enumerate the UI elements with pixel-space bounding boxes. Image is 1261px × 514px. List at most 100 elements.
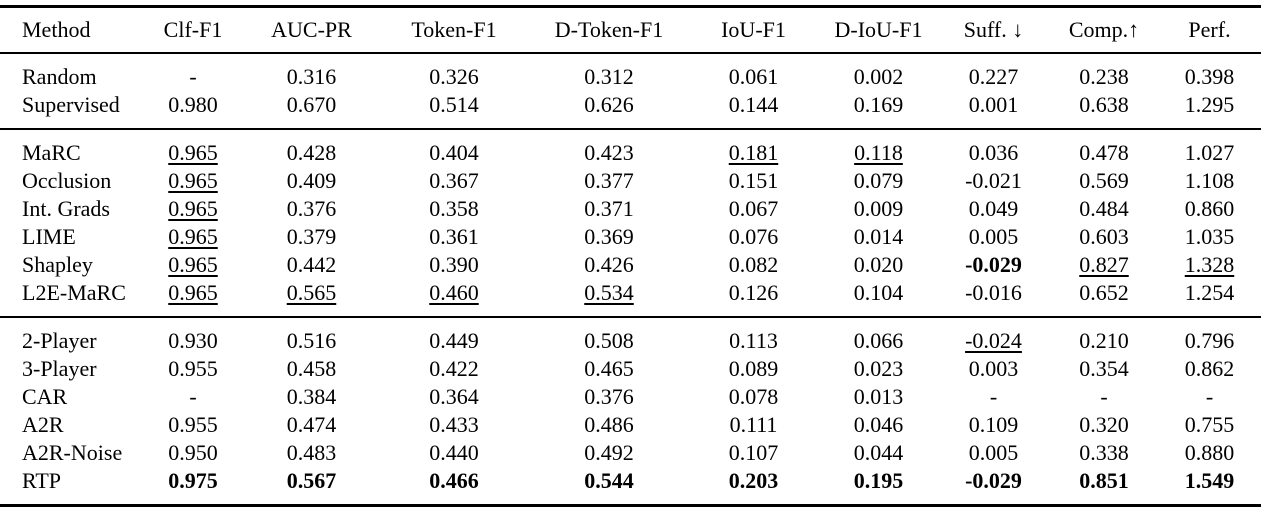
value-cell-d-iou-f1: 0.044	[853, 440, 904, 465]
value-cell-iou-f1: 0.067	[728, 196, 779, 221]
value-cell-token-f1: 0.364	[429, 384, 479, 409]
value-cell-d-token-f1: 0.426	[584, 252, 634, 277]
value-cell-perf: 1.549	[1184, 468, 1235, 493]
value-cell-d-token-f1: 0.377	[584, 168, 634, 193]
value-cell-d-iou-f1: 0.013	[853, 384, 904, 409]
value-cell-comp: 0.478	[1079, 140, 1129, 165]
value-cell-token-f1: 0.361	[429, 224, 479, 249]
column-header-method: Method	[22, 17, 91, 42]
value-cell-comp: 0.238	[1079, 64, 1129, 89]
value-cell-iou-f1: 0.144	[728, 92, 779, 117]
value-cell-iou-f1: 0.082	[728, 252, 779, 277]
value-cell-perf: 1.108	[1184, 168, 1235, 193]
value-cell-perf: 0.796	[1184, 328, 1235, 353]
value-cell-d-token-f1: 0.423	[584, 140, 634, 165]
column-header-auc-pr: AUC-PR	[271, 17, 352, 42]
value-cell-comp: 0.569	[1079, 168, 1129, 193]
value-cell-suff: -0.024	[965, 328, 1022, 353]
value-cell-auc-pr: 0.379	[286, 224, 337, 249]
value-cell-suff: -0.021	[965, 168, 1022, 193]
value-cell-comp: 0.338	[1079, 440, 1129, 465]
value-cell-d-token-f1: 0.544	[584, 468, 634, 493]
table-group-3: 2-Player 0.930 0.516 0.449 0.508 0.113 0.066 -0…	[0, 317, 1261, 506]
value-cell-auc-pr: 0.516	[286, 328, 337, 353]
value-cell-token-f1: 0.440	[429, 440, 479, 465]
value-cell-iou-f1: 0.078	[728, 384, 779, 409]
value-cell-token-f1: 0.404	[429, 140, 479, 165]
column-header-comp: Comp.↑	[1068, 17, 1140, 42]
value-cell-d-token-f1: 0.534	[584, 280, 634, 305]
results-table: Method Clf-F1 AUC-PR Token-F1 D-Token-F1 IoU-…	[0, 5, 1261, 507]
method-cell: Shapley	[22, 252, 93, 277]
table-group-2: MaRC 0.965 0.428 0.404 0.423 0.181 0.118 0.036 0…	[0, 129, 1261, 317]
table-row-occlusion: Occlusion 0.965 0.409 0.367 0.377 0.151 0.079 -…	[0, 167, 1261, 195]
table-row-3-player: 3-Player 0.955 0.458 0.422 0.465 0.089 0.023 0.…	[0, 355, 1261, 383]
value-cell-iou-f1: 0.061	[728, 64, 779, 89]
value-cell-d-iou-f1: 0.118	[854, 140, 903, 165]
value-cell-perf: 1.328	[1184, 252, 1235, 277]
value-cell-auc-pr: 0.442	[286, 252, 337, 277]
value-cell-d-token-f1: 0.465	[584, 356, 634, 381]
value-cell-iou-f1: 0.126	[728, 280, 779, 305]
value-cell-comp: 0.354	[1079, 356, 1129, 381]
value-cell-perf: -	[1205, 384, 1214, 409]
value-cell-token-f1: 0.390	[429, 252, 479, 277]
column-header-suff: Suff. ↓	[963, 17, 1024, 42]
value-cell-iou-f1: 0.107	[728, 440, 779, 465]
table-row-rtp: RTP 0.975 0.567 0.466 0.544 0.203 0.195 -0.029 0…	[0, 467, 1261, 506]
value-cell-perf: 0.860	[1184, 196, 1235, 221]
value-cell-suff: 0.036	[968, 140, 1019, 165]
value-cell-d-iou-f1: 0.079	[853, 168, 904, 193]
value-cell-d-iou-f1: 0.066	[853, 328, 904, 353]
table-row-a2r-noise: A2R-Noise 0.950 0.483 0.440 0.492 0.107 0.044 0…	[0, 439, 1261, 467]
value-cell-token-f1: 0.514	[429, 92, 479, 117]
table-row-random: Random - 0.316 0.326 0.312 0.061 0.002 0.227 0.2…	[0, 53, 1261, 91]
value-cell-suff: 0.049	[968, 196, 1019, 221]
value-cell-suff: -0.029	[965, 468, 1022, 493]
value-cell-d-token-f1: 0.492	[584, 440, 634, 465]
value-cell-d-iou-f1: 0.046	[853, 412, 904, 437]
table-row-int-grads: Int. Grads 0.965 0.376 0.358 0.371 0.067 0.009…	[0, 195, 1261, 223]
table-row-2-player: 2-Player 0.930 0.516 0.449 0.508 0.113 0.066 -0…	[0, 317, 1261, 355]
value-cell-token-f1: 0.326	[429, 64, 479, 89]
value-cell-clf-f1: 0.955	[168, 412, 218, 437]
table-row-marc: MaRC 0.965 0.428 0.404 0.423 0.181 0.118 0.036 0…	[0, 129, 1261, 167]
value-cell-clf-f1: 0.965	[168, 280, 218, 305]
value-cell-auc-pr: 0.428	[286, 140, 337, 165]
value-cell-suff: 0.109	[968, 412, 1019, 437]
value-cell-token-f1: 0.433	[429, 412, 479, 437]
value-cell-suff: 0.005	[968, 440, 1019, 465]
value-cell-clf-f1: 0.930	[168, 328, 218, 353]
value-cell-comp: -	[1100, 384, 1108, 409]
value-cell-iou-f1: 0.203	[728, 468, 779, 493]
value-cell-clf-f1: -	[189, 384, 197, 409]
value-cell-token-f1: 0.422	[429, 356, 479, 381]
value-cell-clf-f1: 0.965	[168, 168, 218, 193]
value-cell-d-token-f1: 0.626	[584, 92, 634, 117]
value-cell-comp: 0.484	[1079, 196, 1129, 221]
value-cell-d-iou-f1: 0.009	[853, 196, 904, 221]
value-cell-d-token-f1: 0.486	[584, 412, 634, 437]
column-header-token-f1: Token-F1	[411, 17, 497, 42]
value-cell-clf-f1: 0.980	[168, 92, 218, 117]
value-cell-auc-pr: 0.409	[286, 168, 337, 193]
value-cell-clf-f1: 0.965	[168, 196, 218, 221]
value-cell-perf: 1.027	[1184, 140, 1235, 165]
value-cell-d-iou-f1: 0.195	[853, 468, 904, 493]
method-cell: Int. Grads	[22, 196, 110, 221]
value-cell-comp: 0.210	[1079, 328, 1129, 353]
value-cell-comp: 0.638	[1079, 92, 1129, 117]
value-cell-comp: 0.652	[1079, 280, 1129, 305]
value-cell-perf: 0.880	[1184, 440, 1235, 465]
table-row-supervised: Supervised 0.980 0.670 0.514 0.626 0.144 0.169…	[0, 91, 1261, 129]
value-cell-suff: 0.005	[968, 224, 1019, 249]
value-cell-clf-f1: 0.975	[168, 468, 218, 493]
value-cell-perf: 1.035	[1184, 224, 1235, 249]
value-cell-perf: 0.862	[1184, 356, 1235, 381]
value-cell-d-token-f1: 0.371	[584, 196, 634, 221]
value-cell-d-token-f1: 0.376	[584, 384, 634, 409]
value-cell-perf: 0.755	[1184, 412, 1235, 437]
value-cell-iou-f1: 0.113	[729, 328, 778, 353]
value-cell-d-iou-f1: 0.014	[853, 224, 904, 249]
